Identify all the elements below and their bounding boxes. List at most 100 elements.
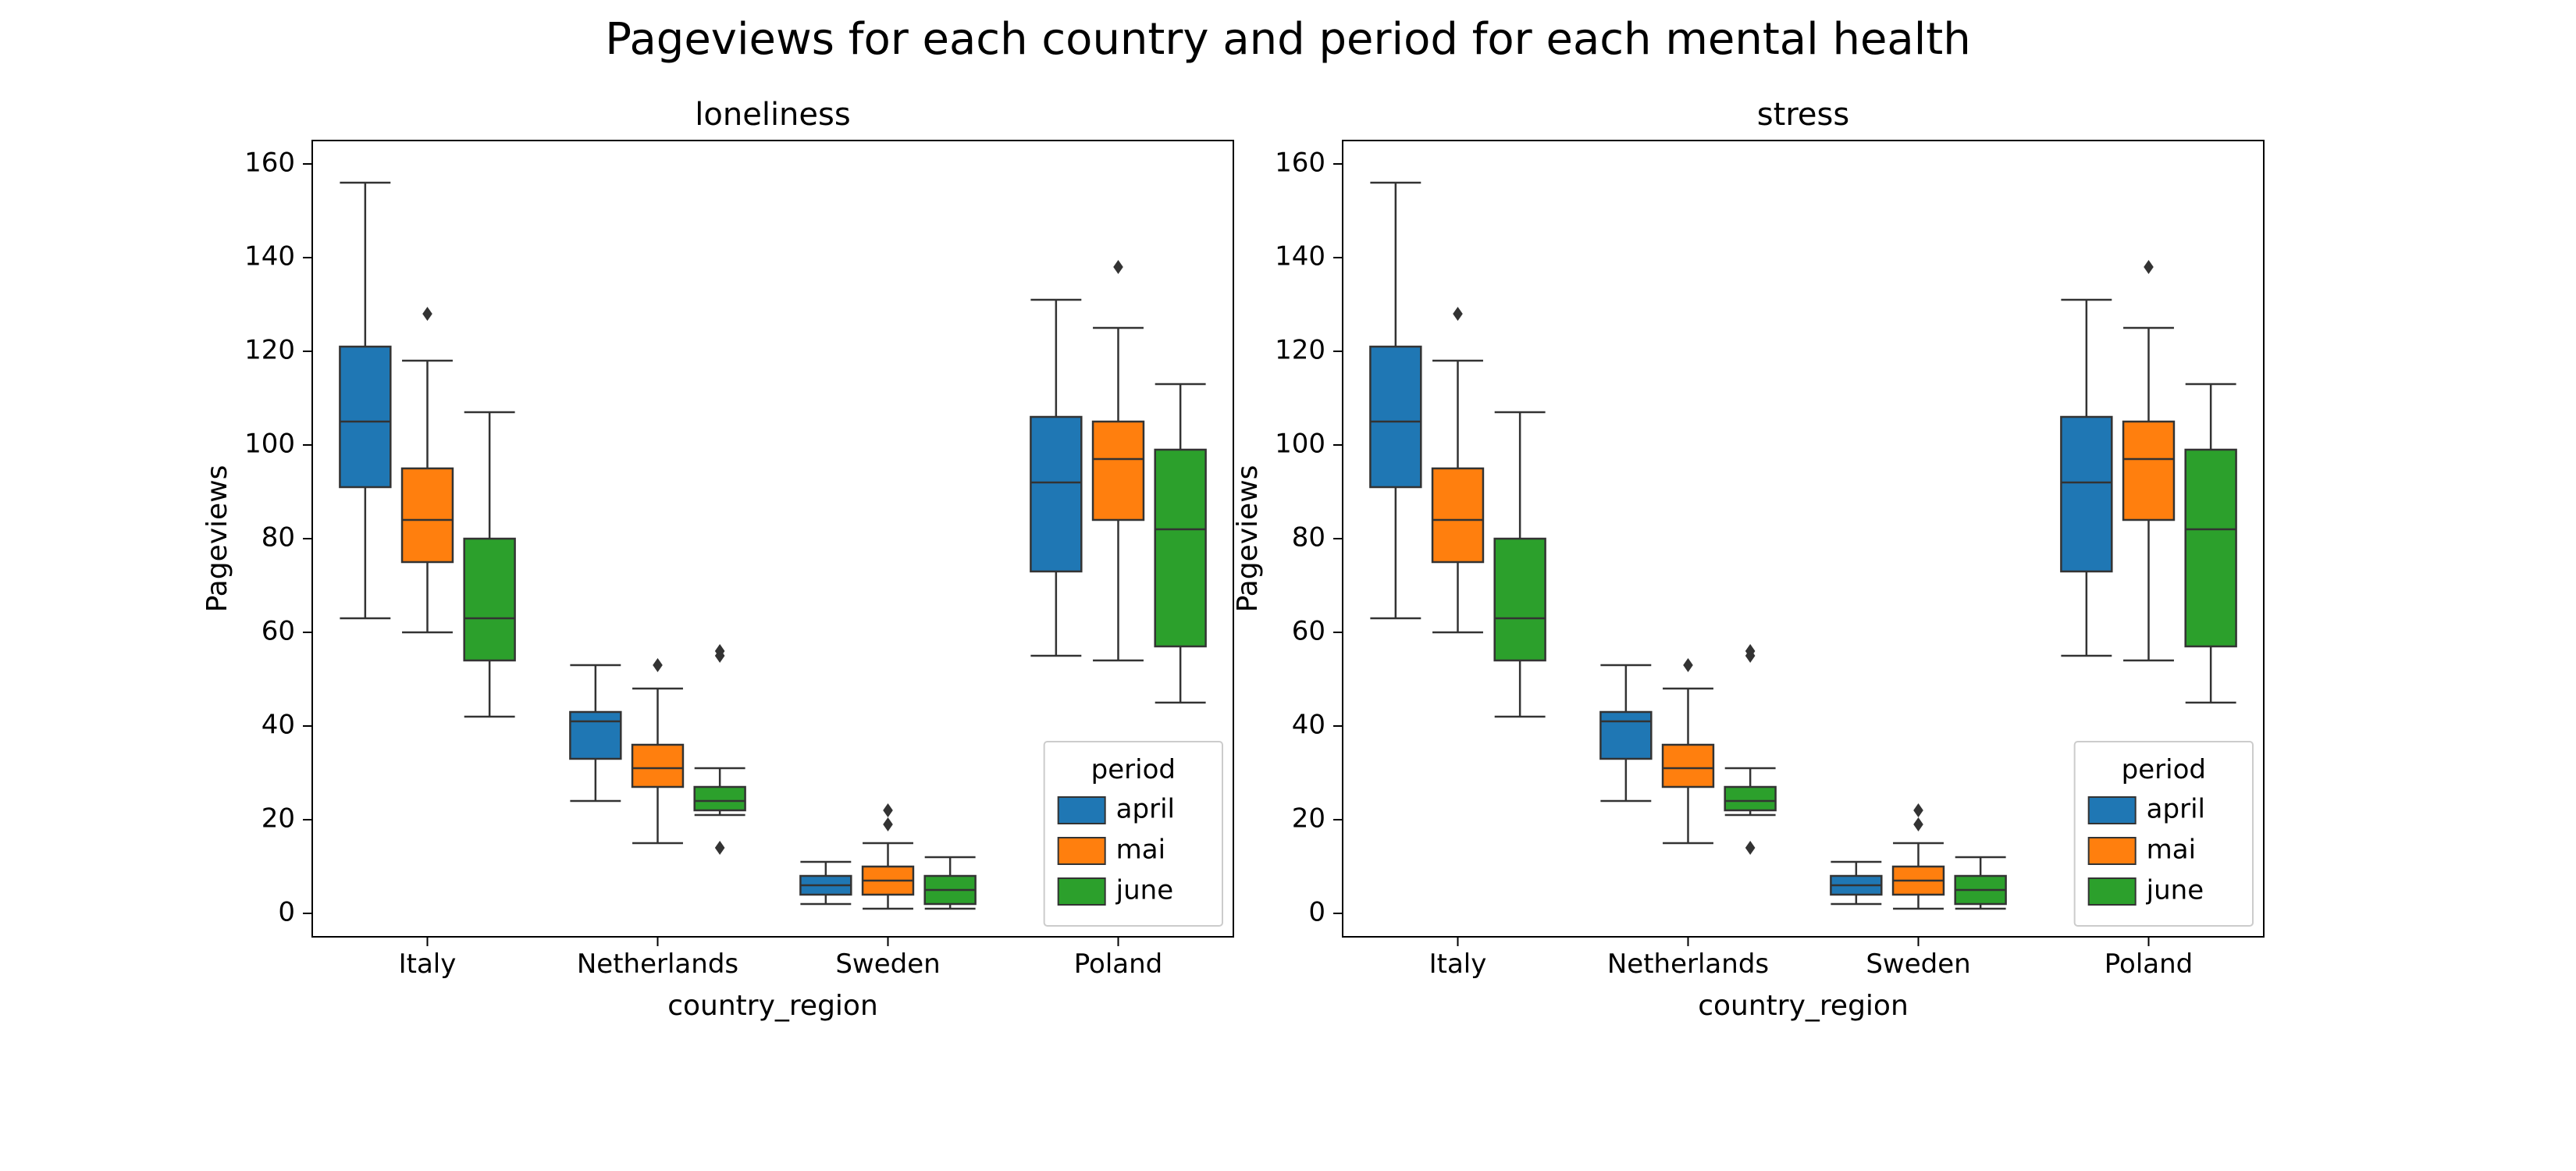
box-Poland-june [2186,384,2236,703]
ytick-label: 140 [244,241,295,272]
box-Italy-june [464,412,515,717]
box-Poland-mai [1093,260,1144,660]
box-Poland-mai [2123,260,2174,660]
ytick-label: 40 [1292,710,1325,741]
box-Netherlands-june [695,644,745,855]
ytick-label: 80 [262,522,295,553]
box-rect [2186,450,2236,646]
ytick-label: 20 [1292,803,1325,835]
box-rect [1495,539,1546,660]
xtick-label: Poland [1074,949,1163,980]
ytick-label: 80 [1292,522,1325,553]
outlier-diamond-icon [1913,803,1923,817]
outlier-diamond-icon [422,307,432,321]
xtick-label: Sweden [835,949,940,980]
box-Netherlands-mai [1663,658,1713,843]
box-rect [464,539,515,660]
xtick-label: Netherlands [577,949,738,980]
box-rect [1093,422,1144,520]
box-Netherlands-june [1725,644,1776,855]
panel-title: stress [1343,97,2264,133]
ytick-label: 60 [1292,616,1325,647]
box-rect [1370,347,1421,487]
legend-label: april [2147,794,2205,825]
ylabel: Pageviews [1232,465,1264,613]
box-Sweden-mai [863,803,913,909]
ytick-label: 100 [244,429,295,460]
box-Netherlands-mai [632,658,683,843]
xtick-label: Poland [2105,949,2194,980]
box-rect [2061,417,2112,571]
xtick-label: Netherlands [1607,949,1769,980]
ytick-label: 60 [262,616,295,647]
box-rect [1030,417,1081,571]
figure-suptitle: Pageviews for each country and period fo… [0,14,2576,65]
ytick-label: 40 [262,710,295,741]
ytick-label: 20 [262,803,295,835]
ylabel: Pageviews [201,465,233,613]
legend-swatch [1059,878,1105,905]
ytick-label: 0 [1308,897,1325,928]
box-Italy-june [1495,412,1546,717]
box-Sweden-mai [1893,803,1944,909]
plot-area: 020406080100120140160ItalyNetherlandsSwe… [312,141,1233,937]
box-rect [632,745,683,787]
legend-swatch [1059,838,1105,864]
legend-swatch [2089,797,2136,824]
ytick-label: 100 [1275,429,1325,460]
xtick-label: Italy [1429,949,1487,980]
legend-label: april [1116,794,1175,825]
box-rect [695,787,745,810]
box-Sweden-june [1955,857,2006,909]
box-rect [402,468,453,562]
box-rect [1155,450,1206,646]
box-Poland-april [1030,300,1081,656]
legend-label: june [2146,875,2204,906]
ytick-label: 120 [1275,335,1325,366]
panel-title: loneliness [312,97,1233,133]
xtick-label: Italy [399,949,457,980]
ytick-label: 120 [244,335,295,366]
box-Italy-mai [402,307,453,632]
outlier-diamond-icon [653,658,663,672]
panel-stress: stress020406080100120140160ItalyNetherla… [1343,141,2264,1109]
legend-swatch [2089,838,2136,864]
outlier-diamond-icon [2144,260,2154,274]
xlabel: country_region [1698,990,1909,1022]
box-rect [1600,712,1651,759]
outlier-diamond-icon [883,803,893,817]
box-rect [570,712,621,759]
box-Sweden-april [1831,862,1881,904]
box-Netherlands-april [1600,665,1651,801]
box-Sweden-june [925,857,976,909]
outlier-diamond-icon [883,817,893,831]
box-Netherlands-april [570,665,621,801]
box-rect [1725,787,1776,810]
outlier-diamond-icon [1745,841,1756,855]
box-rect [1663,745,1713,787]
outlier-diamond-icon [1913,817,1923,831]
outlier-diamond-icon [715,841,725,855]
ytick-label: 160 [244,148,295,179]
box-Italy-mai [1432,307,1483,632]
plot-area: 020406080100120140160ItalyNetherlandsSwe… [1343,141,2264,937]
outlier-diamond-icon [1453,307,1463,321]
box-Italy-april [1370,183,1421,618]
box-rect [2123,422,2174,520]
legend-title: period [2122,754,2206,785]
panel-loneliness: loneliness020406080100120140160ItalyNeth… [312,141,1233,1109]
box-Poland-april [2061,300,2112,656]
xlabel: country_region [667,990,878,1022]
legend-swatch [2089,878,2136,905]
figure: Pageviews for each country and period fo… [0,0,2576,1171]
legend-label: june [1115,875,1173,906]
outlier-diamond-icon [1683,658,1693,672]
outlier-diamond-icon [1113,260,1123,274]
legend-label: mai [2147,835,2196,866]
box-Italy-april [340,183,390,618]
legend: periodaprilmaijune [1044,742,1222,926]
box-rect [340,347,390,487]
legend-label: mai [1116,835,1165,866]
box-Sweden-april [800,862,851,904]
legend-swatch [1059,797,1105,824]
